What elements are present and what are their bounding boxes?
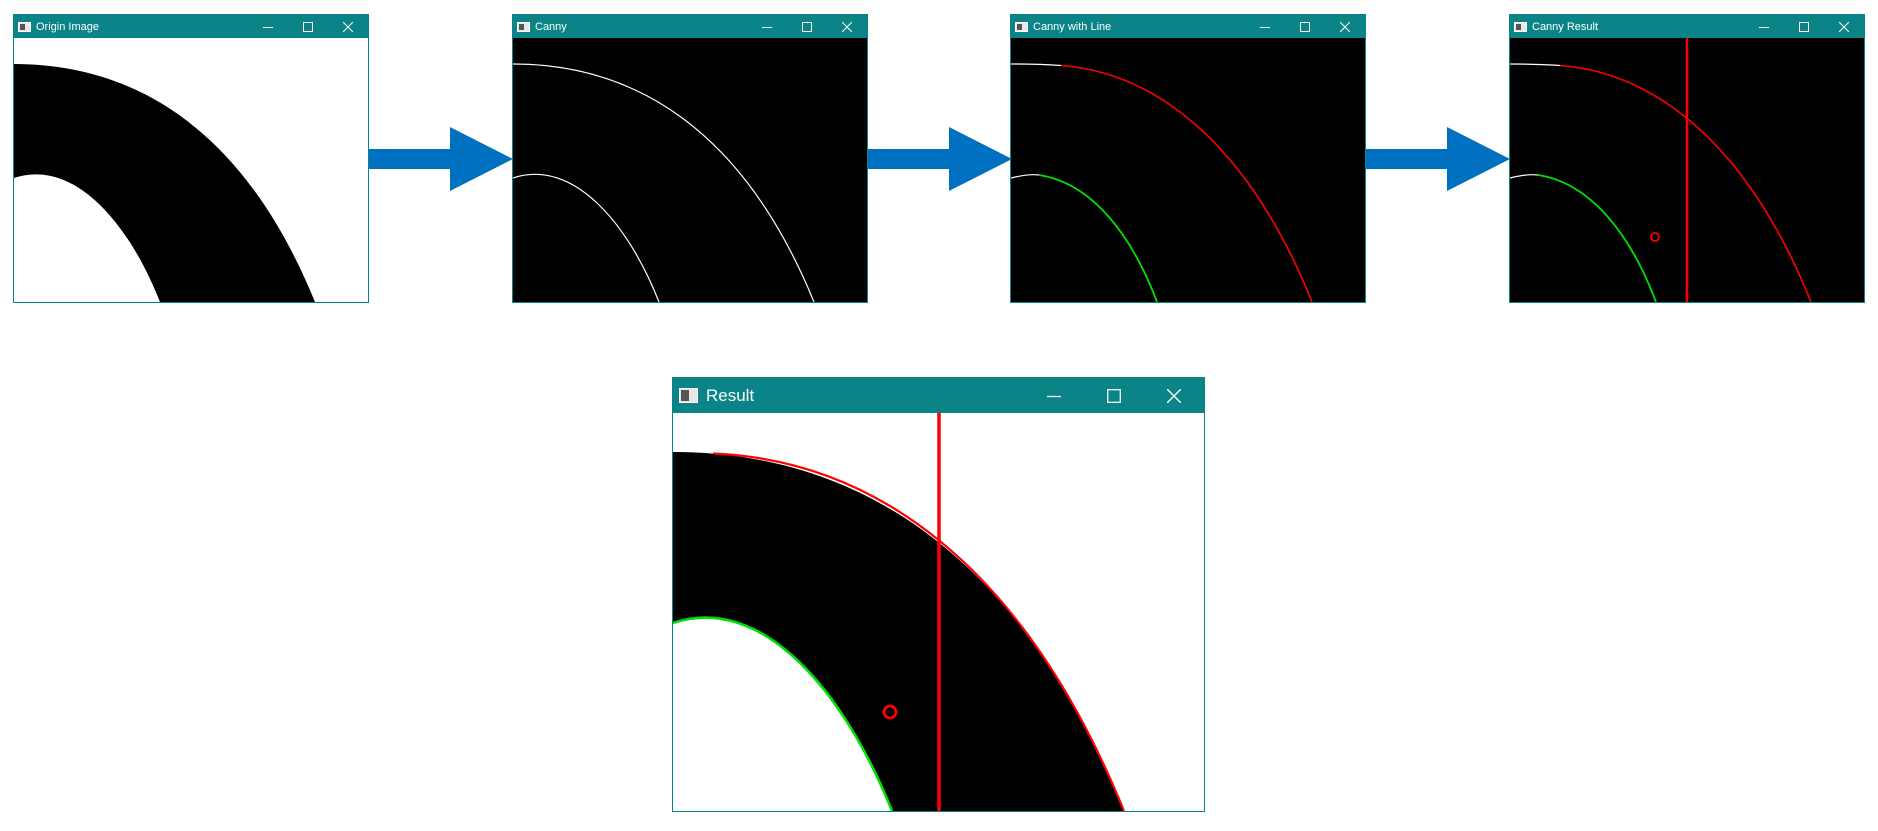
black-arc-band xyxy=(14,64,315,302)
center-marker xyxy=(882,704,898,720)
origin-image xyxy=(14,38,368,302)
minimize-button[interactable] xyxy=(747,15,787,38)
canny-result-image xyxy=(1510,38,1864,302)
arrow-right-icon xyxy=(369,127,513,191)
minimize-button[interactable] xyxy=(1245,15,1285,38)
close-icon xyxy=(842,21,852,32)
close-button[interactable] xyxy=(1325,15,1365,38)
title-bar[interactable]: Result xyxy=(673,378,1204,413)
origin-image-window: Origin Image xyxy=(13,14,369,303)
close-button[interactable] xyxy=(1824,15,1864,38)
minimize-icon xyxy=(1759,26,1769,28)
maximize-icon xyxy=(1107,388,1121,403)
inner-edge-plain xyxy=(1011,174,1040,179)
result-window: Result xyxy=(672,377,1205,812)
maximize-icon xyxy=(802,21,812,32)
image-canvas xyxy=(1510,38,1864,302)
image-canvas xyxy=(513,38,867,302)
minimize-button[interactable] xyxy=(1744,15,1784,38)
app-icon xyxy=(18,21,31,32)
outer-edge-red xyxy=(1559,64,1812,302)
image-canvas xyxy=(14,38,368,302)
maximize-button[interactable] xyxy=(288,15,328,38)
maximize-button[interactable] xyxy=(787,15,827,38)
result-image xyxy=(673,413,1204,811)
minimize-button[interactable] xyxy=(248,15,288,38)
outer-edge-plain xyxy=(1510,63,1561,67)
close-icon xyxy=(1340,21,1350,32)
maximize-icon xyxy=(303,21,313,32)
close-icon xyxy=(1167,388,1181,403)
black-arc-band xyxy=(673,452,1124,811)
minimize-icon xyxy=(1047,395,1061,397)
minimize-button[interactable] xyxy=(1024,378,1084,413)
title-bar[interactable]: Canny with Line xyxy=(1011,15,1365,38)
inner-edge-green xyxy=(673,616,894,811)
minimize-icon xyxy=(263,26,273,28)
window-title: Canny xyxy=(535,20,567,33)
maximize-button[interactable] xyxy=(1784,15,1824,38)
title-bar[interactable]: Origin Image xyxy=(14,15,368,38)
canny-with-line-image xyxy=(1011,38,1365,302)
inner-edge xyxy=(513,173,660,302)
arrow-right-icon xyxy=(1366,127,1510,191)
title-bar[interactable]: Canny xyxy=(513,15,867,38)
maximize-button[interactable] xyxy=(1084,378,1144,413)
image-canvas xyxy=(673,413,1204,811)
close-icon xyxy=(343,21,353,32)
maximize-icon xyxy=(1799,21,1809,32)
title-bar[interactable]: Canny Result xyxy=(1510,15,1864,38)
outer-edge-red xyxy=(1060,64,1313,302)
outer-edge-plain xyxy=(1011,63,1062,67)
canny-image xyxy=(513,38,867,302)
arrow-right-icon xyxy=(868,127,1012,191)
maximize-button[interactable] xyxy=(1285,15,1325,38)
window-title: Origin Image xyxy=(36,20,99,33)
close-button[interactable] xyxy=(827,15,867,38)
app-icon xyxy=(1015,21,1028,32)
close-button[interactable] xyxy=(328,15,368,38)
window-title: Result xyxy=(706,385,755,405)
image-canvas xyxy=(1011,38,1365,302)
close-icon xyxy=(1839,21,1849,32)
close-button[interactable] xyxy=(1144,378,1204,413)
app-icon xyxy=(679,388,698,403)
inner-edge-green xyxy=(1537,174,1657,302)
inner-edge-green xyxy=(1038,174,1158,302)
inner-edge-plain xyxy=(1510,174,1539,179)
canny-window: Canny xyxy=(512,14,868,303)
app-icon xyxy=(1514,21,1527,32)
minimize-icon xyxy=(1260,26,1270,28)
maximize-icon xyxy=(1300,21,1310,32)
outer-edge xyxy=(513,63,815,302)
canny-result-window: Canny Result xyxy=(1509,14,1865,303)
app-icon xyxy=(517,21,530,32)
canny-with-line-window: Canny with Line xyxy=(1010,14,1366,303)
window-title: Canny with Line xyxy=(1033,20,1112,33)
center-marker xyxy=(1650,232,1660,242)
window-title: Canny Result xyxy=(1532,20,1599,33)
minimize-icon xyxy=(762,26,772,28)
